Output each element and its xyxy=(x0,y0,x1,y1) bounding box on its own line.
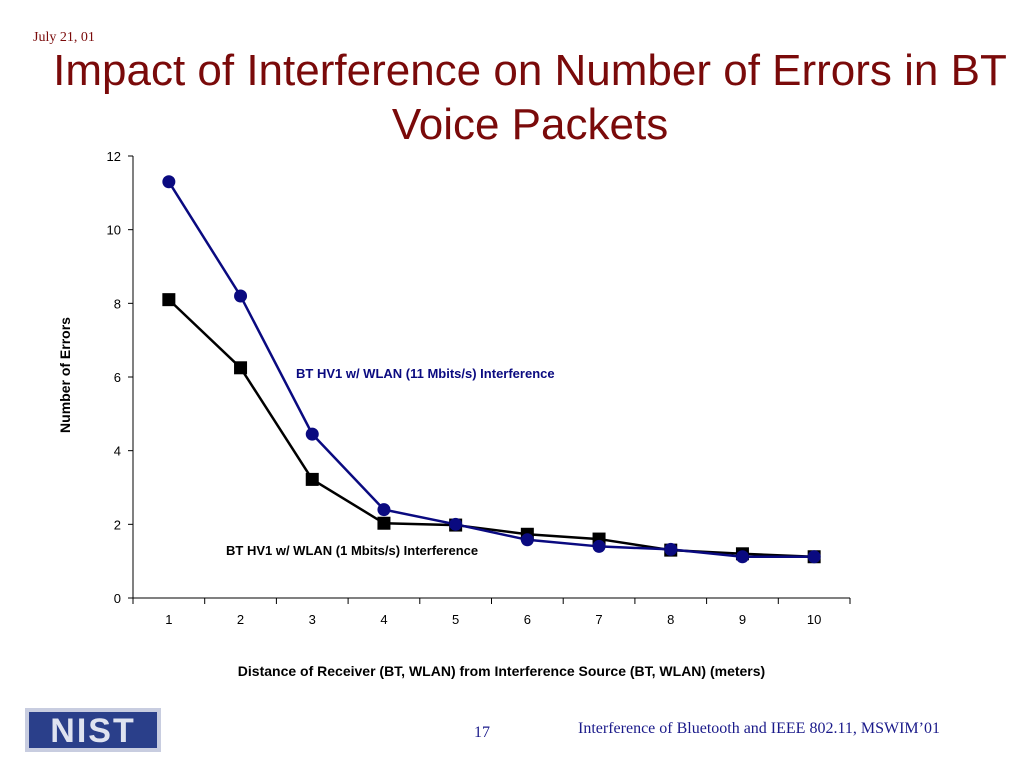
y-tick-label: 4 xyxy=(114,444,121,459)
x-tick-label: 9 xyxy=(739,612,746,627)
data-point xyxy=(162,175,176,189)
series-label: BT HV1 w/ WLAN (11 Mbits/s) Interference xyxy=(296,366,555,381)
y-tick-label: 0 xyxy=(114,591,121,606)
x-tick-label: 7 xyxy=(595,612,602,627)
data-point xyxy=(162,293,176,307)
y-tick-label: 10 xyxy=(107,223,121,238)
y-tick-label: 2 xyxy=(114,517,121,532)
y-tick-label: 6 xyxy=(114,370,121,385)
data-point xyxy=(377,503,391,517)
series-line xyxy=(167,298,815,558)
data-point xyxy=(664,542,678,556)
data-point xyxy=(735,550,749,564)
footer-text: Interference of Bluetooth and IEEE 802.1… xyxy=(578,720,940,737)
data-point xyxy=(449,517,463,531)
x-tick-label: 8 xyxy=(667,612,674,627)
y-tick-label: 8 xyxy=(114,296,121,311)
x-axis-label: Distance of Receiver (BT, WLAN) from Int… xyxy=(238,663,765,679)
x-tick-label: 4 xyxy=(380,612,387,627)
svg-text:NIST: NIST xyxy=(50,712,135,750)
series-label: BT HV1 w/ WLAN (1 Mbits/s) Interference xyxy=(226,543,478,558)
data-point xyxy=(520,533,534,547)
series-line xyxy=(167,181,815,558)
y-tick-label: 12 xyxy=(107,149,121,164)
y-axis-label: Number of Errors xyxy=(57,317,73,433)
x-tick-label: 1 xyxy=(165,612,172,627)
data-point xyxy=(305,472,319,486)
data-point xyxy=(305,427,319,441)
x-tick-label: 3 xyxy=(309,612,316,627)
x-tick-label: 6 xyxy=(524,612,531,627)
data-point xyxy=(377,516,391,530)
x-tick-label: 5 xyxy=(452,612,459,627)
x-tick-label: 10 xyxy=(807,612,821,627)
slide-date: July 21, 01 xyxy=(33,30,95,45)
nist-logo: NIST xyxy=(25,708,161,752)
data-point xyxy=(592,539,606,553)
data-point xyxy=(234,361,248,375)
x-tick-label: 2 xyxy=(237,612,244,627)
page-number: 17 xyxy=(474,724,490,741)
data-point xyxy=(807,550,821,564)
slide-title: Impact of Interference on Number of Erro… xyxy=(53,46,1007,149)
data-point xyxy=(234,289,248,303)
